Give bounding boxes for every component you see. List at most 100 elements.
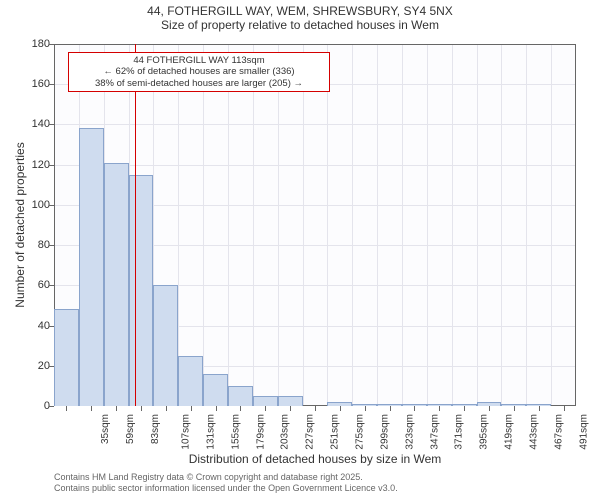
- xtick-label: 371sqm: [454, 414, 465, 450]
- ytick-mark: [49, 205, 54, 206]
- histogram-bar: [178, 356, 203, 406]
- xtick-mark: [365, 406, 366, 411]
- chart-area: 02040608010012014016018035sqm59sqm83sqm1…: [54, 44, 576, 406]
- xtick-label: 35sqm: [100, 414, 111, 444]
- xtick-mark: [216, 406, 217, 411]
- gridline-v: [526, 45, 527, 405]
- histogram-bar: [253, 396, 278, 406]
- annotation-line-1: 44 FOTHERGILL WAY 113sqm: [73, 55, 325, 66]
- ytick-mark: [49, 44, 54, 45]
- histogram-bar: [129, 175, 154, 406]
- gridline-v: [402, 45, 403, 405]
- xtick-mark: [191, 406, 192, 411]
- xtick-mark: [514, 406, 515, 411]
- xtick-mark: [141, 406, 142, 411]
- xtick-mark: [315, 406, 316, 411]
- ytick-label: 80: [24, 239, 50, 251]
- xtick-mark: [464, 406, 465, 411]
- xtick-label: 155sqm: [230, 414, 241, 450]
- xtick-mark: [166, 406, 167, 411]
- xtick-label: 299sqm: [379, 414, 390, 450]
- xtick-mark: [539, 406, 540, 411]
- ytick-mark: [49, 406, 54, 407]
- xtick-label: 227sqm: [305, 414, 316, 450]
- ytick-label: 60: [24, 279, 50, 291]
- footer-line-2: Contains public sector information licen…: [54, 483, 398, 494]
- gridline-v: [501, 45, 502, 405]
- histogram-bar: [228, 386, 253, 406]
- marker-line: [135, 44, 136, 406]
- footer-line-1: Contains HM Land Registry data © Crown c…: [54, 472, 398, 483]
- ytick-label: 100: [24, 199, 50, 211]
- xtick-label: 107sqm: [181, 414, 192, 450]
- histogram-bar: [104, 163, 129, 406]
- xtick-label: 443sqm: [529, 414, 540, 450]
- xtick-mark: [489, 406, 490, 411]
- title-block: 44, FOTHERGILL WAY, WEM, SHREWSBURY, SY4…: [0, 4, 600, 32]
- histogram-bar: [79, 128, 104, 406]
- gridline-v: [452, 45, 453, 405]
- xtick-label: 467sqm: [553, 414, 564, 450]
- gridline-v: [253, 45, 254, 405]
- ytick-mark: [49, 245, 54, 246]
- xtick-mark: [240, 406, 241, 411]
- ytick-mark: [49, 165, 54, 166]
- histogram-bar: [54, 309, 79, 406]
- xtick-mark: [340, 406, 341, 411]
- xtick-label: 323sqm: [404, 414, 415, 450]
- gridline-v: [551, 45, 552, 405]
- xtick-label: 491sqm: [578, 414, 589, 450]
- gridline-v: [477, 45, 478, 405]
- annotation-line-3: 38% of semi-detached houses are larger (…: [73, 78, 325, 89]
- xtick-label: 347sqm: [429, 414, 440, 450]
- ytick-mark: [49, 84, 54, 85]
- xtick-mark: [290, 406, 291, 411]
- xtick-mark: [439, 406, 440, 411]
- histogram-bar: [153, 285, 178, 406]
- gridline-v: [278, 45, 279, 405]
- xtick-mark: [390, 406, 391, 411]
- ytick-label: 180: [24, 38, 50, 50]
- gridline-v: [178, 45, 179, 405]
- title-line-2: Size of property relative to detached ho…: [0, 18, 600, 32]
- gridline-v: [352, 45, 353, 405]
- ytick-label: 140: [24, 118, 50, 130]
- ytick-label: 40: [24, 320, 50, 332]
- gridline-v: [228, 45, 229, 405]
- gridline-h: [55, 124, 575, 125]
- ytick-label: 0: [24, 400, 50, 412]
- gridline-h: [55, 165, 575, 166]
- annotation-line-2: ← 62% of detached houses are smaller (33…: [73, 66, 325, 77]
- histogram-bar: [278, 396, 303, 406]
- chart-container: 44, FOTHERGILL WAY, WEM, SHREWSBURY, SY4…: [0, 0, 600, 500]
- ytick-label: 20: [24, 360, 50, 372]
- gridline-v: [203, 45, 204, 405]
- ytick-mark: [49, 124, 54, 125]
- xtick-label: 419sqm: [504, 414, 515, 450]
- xtick-label: 395sqm: [479, 414, 490, 450]
- x-axis-label: Distribution of detached houses by size …: [54, 452, 576, 466]
- xtick-mark: [265, 406, 266, 411]
- xtick-label: 83sqm: [150, 414, 161, 444]
- xtick-label: 179sqm: [255, 414, 266, 450]
- xtick-label: 203sqm: [280, 414, 291, 450]
- xtick-label: 251sqm: [330, 414, 341, 450]
- ytick-label: 120: [24, 159, 50, 171]
- xtick-mark: [66, 406, 67, 411]
- xtick-mark: [414, 406, 415, 411]
- xtick-mark: [564, 406, 565, 411]
- xtick-mark: [91, 406, 92, 411]
- annotation-box: 44 FOTHERGILL WAY 113sqm← 62% of detache…: [68, 52, 330, 92]
- ytick-mark: [49, 285, 54, 286]
- gridline-v: [327, 45, 328, 405]
- xtick-label: 131sqm: [205, 414, 216, 450]
- y-axis-label: Number of detached properties: [13, 135, 27, 315]
- title-line-1: 44, FOTHERGILL WAY, WEM, SHREWSBURY, SY4…: [0, 4, 600, 18]
- gridline-v: [303, 45, 304, 405]
- histogram-bar: [203, 374, 228, 406]
- footer: Contains HM Land Registry data © Crown c…: [54, 472, 398, 494]
- xtick-label: 59sqm: [125, 414, 136, 444]
- gridline-v: [377, 45, 378, 405]
- xtick-mark: [116, 406, 117, 411]
- gridline-v: [427, 45, 428, 405]
